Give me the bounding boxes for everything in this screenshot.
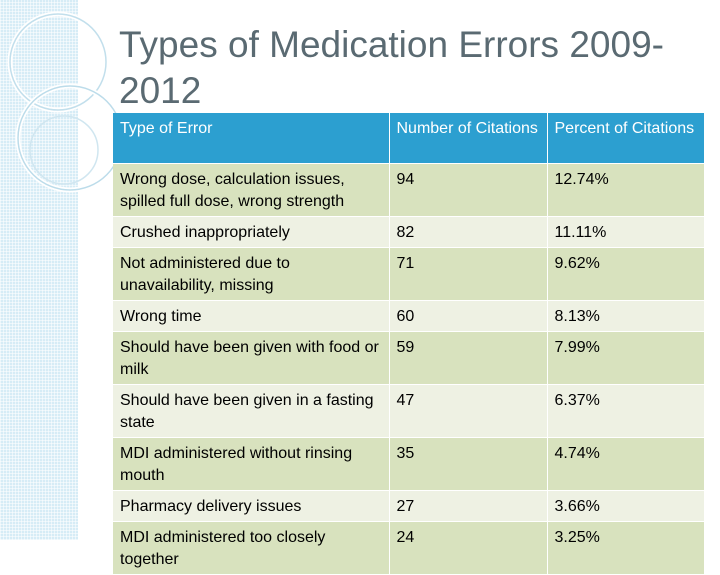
cell-citations: 71: [389, 247, 548, 301]
side-pattern-decoration: [0, 0, 78, 540]
cell-citations: 82: [389, 216, 548, 248]
cell-error-type: Should have been given in a fasting stat…: [113, 384, 390, 438]
cell-percent: 3.66%: [547, 490, 705, 522]
table-row: Pharmacy delivery issues 27 3.66%: [113, 490, 705, 522]
table-row: Should have been given with food or milk…: [113, 331, 705, 385]
cell-error-type: Pharmacy delivery issues: [113, 490, 390, 522]
cell-percent: 11.11%: [547, 216, 705, 248]
header-type-of-error: Type of Error: [113, 113, 390, 164]
cell-percent: 6.37%: [547, 384, 705, 438]
cell-percent: 3.25%: [547, 521, 705, 575]
cell-percent: 12.74%: [547, 163, 705, 217]
table-row: MDI administered too closely together 24…: [113, 521, 705, 575]
cell-percent: 9.62%: [547, 247, 705, 301]
cell-citations: 94: [389, 163, 548, 217]
header-number-of-citations: Number of Citations: [389, 113, 548, 164]
cell-citations: 35: [389, 437, 548, 491]
table-row: Should have been given in a fasting stat…: [113, 384, 705, 438]
cell-citations: 24: [389, 521, 548, 575]
cell-error-type: Should have been given with food or milk: [113, 331, 390, 385]
table-header-row: Type of Error Number of Citations Percen…: [113, 113, 705, 164]
cell-percent: 8.13%: [547, 300, 705, 332]
cell-citations: 47: [389, 384, 548, 438]
cell-error-type: Crushed inappropriately: [113, 216, 390, 248]
cell-error-type: Not administered due to unavailability, …: [113, 247, 390, 301]
cell-citations: 60: [389, 300, 548, 332]
table-row: Wrong time 60 8.13%: [113, 300, 705, 332]
cell-citations: 27: [389, 490, 548, 522]
cell-error-type: Wrong dose, calculation issues, spilled …: [113, 163, 390, 217]
cell-error-type: Wrong time: [113, 300, 390, 332]
header-percent-of-citations: Percent of Citations: [547, 113, 705, 164]
cell-error-type: MDI administered too closely together: [113, 521, 390, 575]
table-row: Wrong dose, calculation issues, spilled …: [113, 163, 705, 217]
cell-percent: 4.74%: [547, 437, 705, 491]
table-row: Not administered due to unavailability, …: [113, 247, 705, 301]
cell-error-type: MDI administered without rinsing mouth: [113, 437, 390, 491]
medication-errors-table: Type of Error Number of Citations Percen…: [113, 113, 705, 575]
table-row: Crushed inappropriately 82 11.11%: [113, 216, 705, 248]
slide-title: Types of Medication Errors 2009-2012: [119, 24, 664, 111]
table-row: MDI administered without rinsing mouth 3…: [113, 437, 705, 491]
cell-percent: 7.99%: [547, 331, 705, 385]
cell-citations: 59: [389, 331, 548, 385]
